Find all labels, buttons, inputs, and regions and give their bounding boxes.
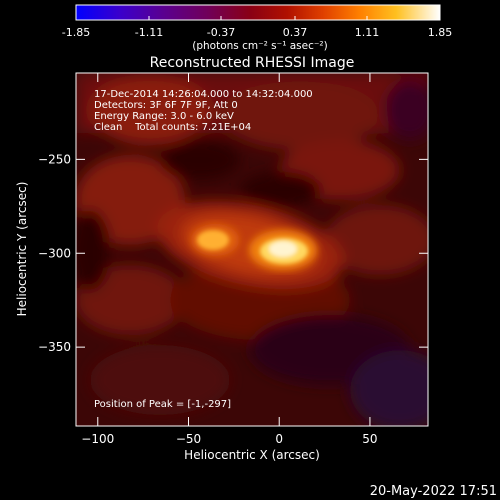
info-line-counts: Clean Total counts: 7.21E+04 xyxy=(94,122,251,133)
x-tick-label: 50 xyxy=(362,432,377,446)
x-tick-label: 0 xyxy=(275,432,283,446)
peak-position-label: Position of Peak = [-1,-297] xyxy=(94,399,231,410)
colorbar-tick-label: 0.37 xyxy=(283,26,308,39)
y-axis-tick-labels: −350 −300 −250 xyxy=(38,152,71,354)
info-line-time-range: 17-Dec-2014 14:26:04.000 to 14:32:04.000 xyxy=(94,89,313,100)
x-axis-ticks xyxy=(97,73,371,426)
chart-title: Reconstructed RHESSI Image xyxy=(150,55,355,71)
colorbar-tick-label: -1.85 xyxy=(62,26,90,39)
colorbar xyxy=(75,4,441,21)
colorbar-tick-label: 1.85 xyxy=(428,26,453,39)
colorbar-tick-label: -0.37 xyxy=(207,26,235,39)
info-line-detectors: Detectors: 3F 6F 7F 9F, Att 0 xyxy=(94,100,238,111)
y-tick-label: −300 xyxy=(38,246,71,260)
y-tick-label: −350 xyxy=(38,340,71,354)
colorbar-tick-label: -1.11 xyxy=(135,26,163,39)
x-axis-tick-labels: −100 −50 0 50 xyxy=(81,432,377,446)
timestamp: 20-May-2022 17:51 xyxy=(370,484,497,499)
x-axis-label: Heliocentric X (arcsec) xyxy=(184,448,320,462)
y-axis-ticks xyxy=(76,158,428,348)
heatmap-image xyxy=(76,73,428,426)
y-tick-label: −250 xyxy=(38,152,71,166)
colorbar-ticks xyxy=(75,16,441,20)
info-line-energy: Energy Range: 3.0 - 6.0 keV xyxy=(94,111,234,122)
y-axis-label: Heliocentric Y (arcsec) xyxy=(15,182,29,317)
colorbar-tick-label: 1.11 xyxy=(355,26,380,39)
colorbar-unit-label: (photons cm⁻² s⁻¹ asec⁻²) xyxy=(192,40,327,52)
plot-frame xyxy=(75,72,429,427)
x-tick-label: −100 xyxy=(81,432,114,446)
x-tick-label: −50 xyxy=(176,432,201,446)
colorbar-tick-labels: -1.85 -1.11 -0.37 0.37 1.11 1.85 xyxy=(62,26,452,39)
observation-info: 17-Dec-2014 14:26:04.000 to 14:32:04.000… xyxy=(94,89,313,133)
